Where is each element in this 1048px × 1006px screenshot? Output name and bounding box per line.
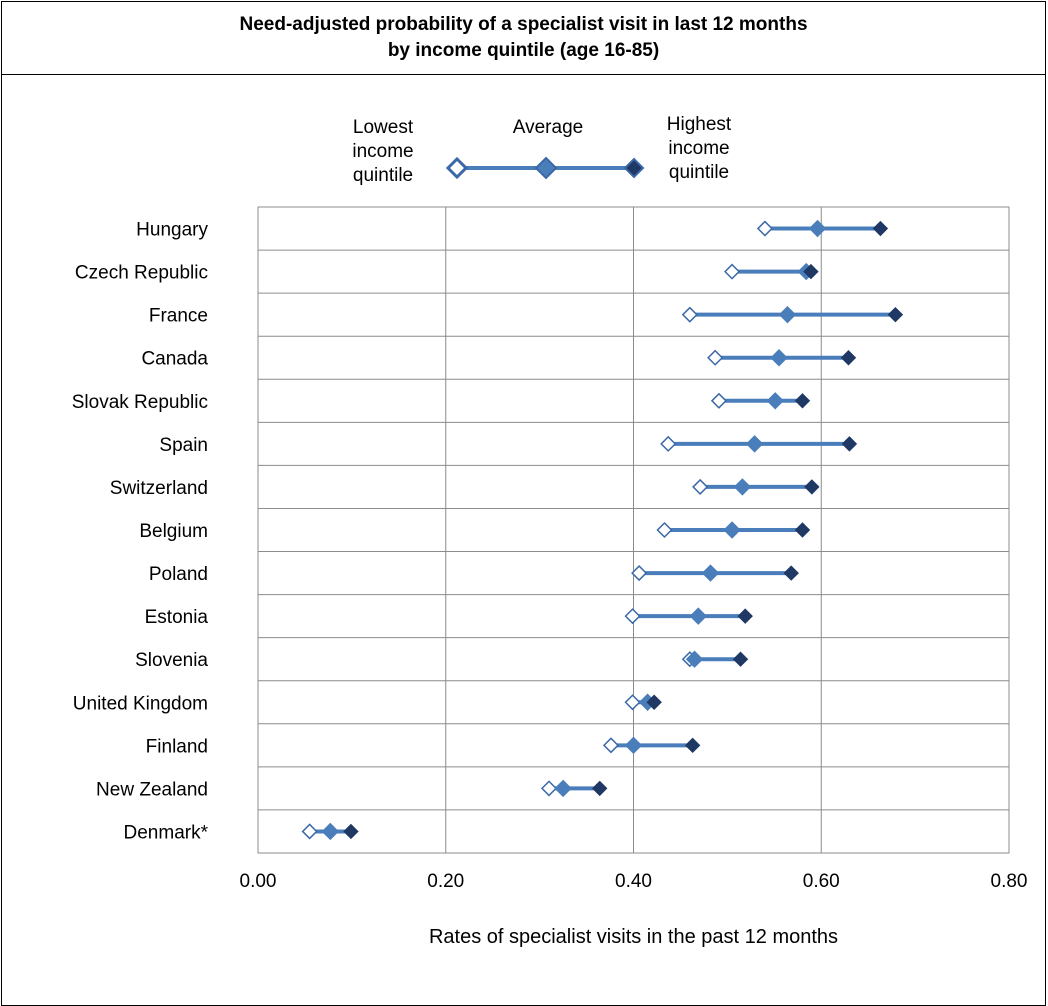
x-tick-label: 0.20 xyxy=(427,871,464,892)
average-point xyxy=(685,650,704,668)
legend-label-highest: quintile xyxy=(669,162,729,183)
highest-quintile-point xyxy=(646,694,662,710)
legend-label-lowest: income xyxy=(352,141,413,162)
lowest-quintile-point xyxy=(656,521,673,539)
highest-quintile-point xyxy=(591,780,608,797)
average-point xyxy=(689,607,707,625)
average-point xyxy=(733,478,752,496)
legend-average-marker xyxy=(534,156,558,180)
x-axis-title: Rates of specialist visits in the past 1… xyxy=(429,926,838,948)
highest-quintile-point xyxy=(732,651,749,667)
legend-label-highest: income xyxy=(668,138,729,159)
lowest-quintile-point xyxy=(707,349,724,366)
average-point xyxy=(808,219,827,238)
average-point xyxy=(770,349,788,367)
legend-label-highest: Highest xyxy=(667,114,732,135)
category-label: New Zealand xyxy=(96,779,208,800)
highest-quintile-point xyxy=(343,823,359,840)
lowest-quintile-point xyxy=(692,478,709,495)
category-label: United Kingdom xyxy=(73,693,208,714)
highest-quintile-point xyxy=(783,565,799,581)
category-label: Hungary xyxy=(136,220,208,241)
category-label: Estonia xyxy=(145,607,209,628)
average-point xyxy=(321,822,339,841)
category-label: Canada xyxy=(141,349,208,370)
chart-title-line-1: Need-adjusted probability of a specialis… xyxy=(239,14,808,35)
category-label: Slovenia xyxy=(135,650,208,671)
legend-highest-marker xyxy=(623,157,645,179)
chart-title-line-2: by income quintile (age 16-85) xyxy=(387,40,660,61)
x-tick-label: 0.80 xyxy=(991,871,1028,892)
lowest-quintile-point xyxy=(540,780,558,797)
category-label: Czech Republic xyxy=(75,263,208,284)
highest-quintile-point xyxy=(840,350,857,366)
average-point xyxy=(745,435,764,453)
category-label: Denmark* xyxy=(124,822,209,843)
lowest-quintile-point xyxy=(624,694,641,711)
category-label: Finland xyxy=(146,736,208,757)
category-label: Spain xyxy=(159,435,208,456)
lowest-quintile-point xyxy=(602,737,620,754)
x-tick-label: 0.00 xyxy=(240,871,277,892)
legend-label-average: Average xyxy=(513,117,583,138)
lowest-quintile-point xyxy=(301,823,318,840)
lowest-quintile-point xyxy=(724,263,741,280)
lowest-quintile-point xyxy=(631,565,648,582)
x-tick-label: 0.60 xyxy=(803,871,840,892)
category-label: Switzerland xyxy=(110,478,208,499)
average-point xyxy=(554,779,572,798)
lowest-quintile-point xyxy=(756,220,773,237)
chart-title: Need-adjusted probability of a specialis… xyxy=(2,2,1045,75)
highest-quintile-point xyxy=(794,393,811,409)
lowest-quintile-point xyxy=(710,392,727,409)
average-point xyxy=(723,521,741,539)
average-point xyxy=(624,736,643,755)
average-point xyxy=(778,305,797,324)
highest-quintile-point xyxy=(684,737,701,754)
highest-quintile-point xyxy=(804,479,820,495)
category-label: Poland xyxy=(149,564,208,585)
average-point xyxy=(766,392,784,410)
category-label: Belgium xyxy=(139,521,208,542)
highest-quintile-point xyxy=(794,522,811,538)
average-point xyxy=(701,564,720,582)
lowest-quintile-point xyxy=(660,435,677,452)
highest-quintile-point xyxy=(872,220,889,237)
lowest-quintile-point xyxy=(624,608,641,625)
highest-quintile-point xyxy=(841,436,858,452)
lowest-quintile-point xyxy=(681,306,698,323)
legend-label-lowest: quintile xyxy=(353,165,413,186)
highest-quintile-point xyxy=(737,608,753,624)
legend-label-lowest: Lowest xyxy=(353,117,414,138)
x-tick-label: 0.40 xyxy=(615,871,652,892)
highest-quintile-point xyxy=(803,263,819,280)
highest-quintile-point xyxy=(887,306,904,323)
legend-lowest-marker xyxy=(445,156,469,180)
category-label: France xyxy=(149,306,208,327)
category-label: Slovak Republic xyxy=(72,392,208,413)
